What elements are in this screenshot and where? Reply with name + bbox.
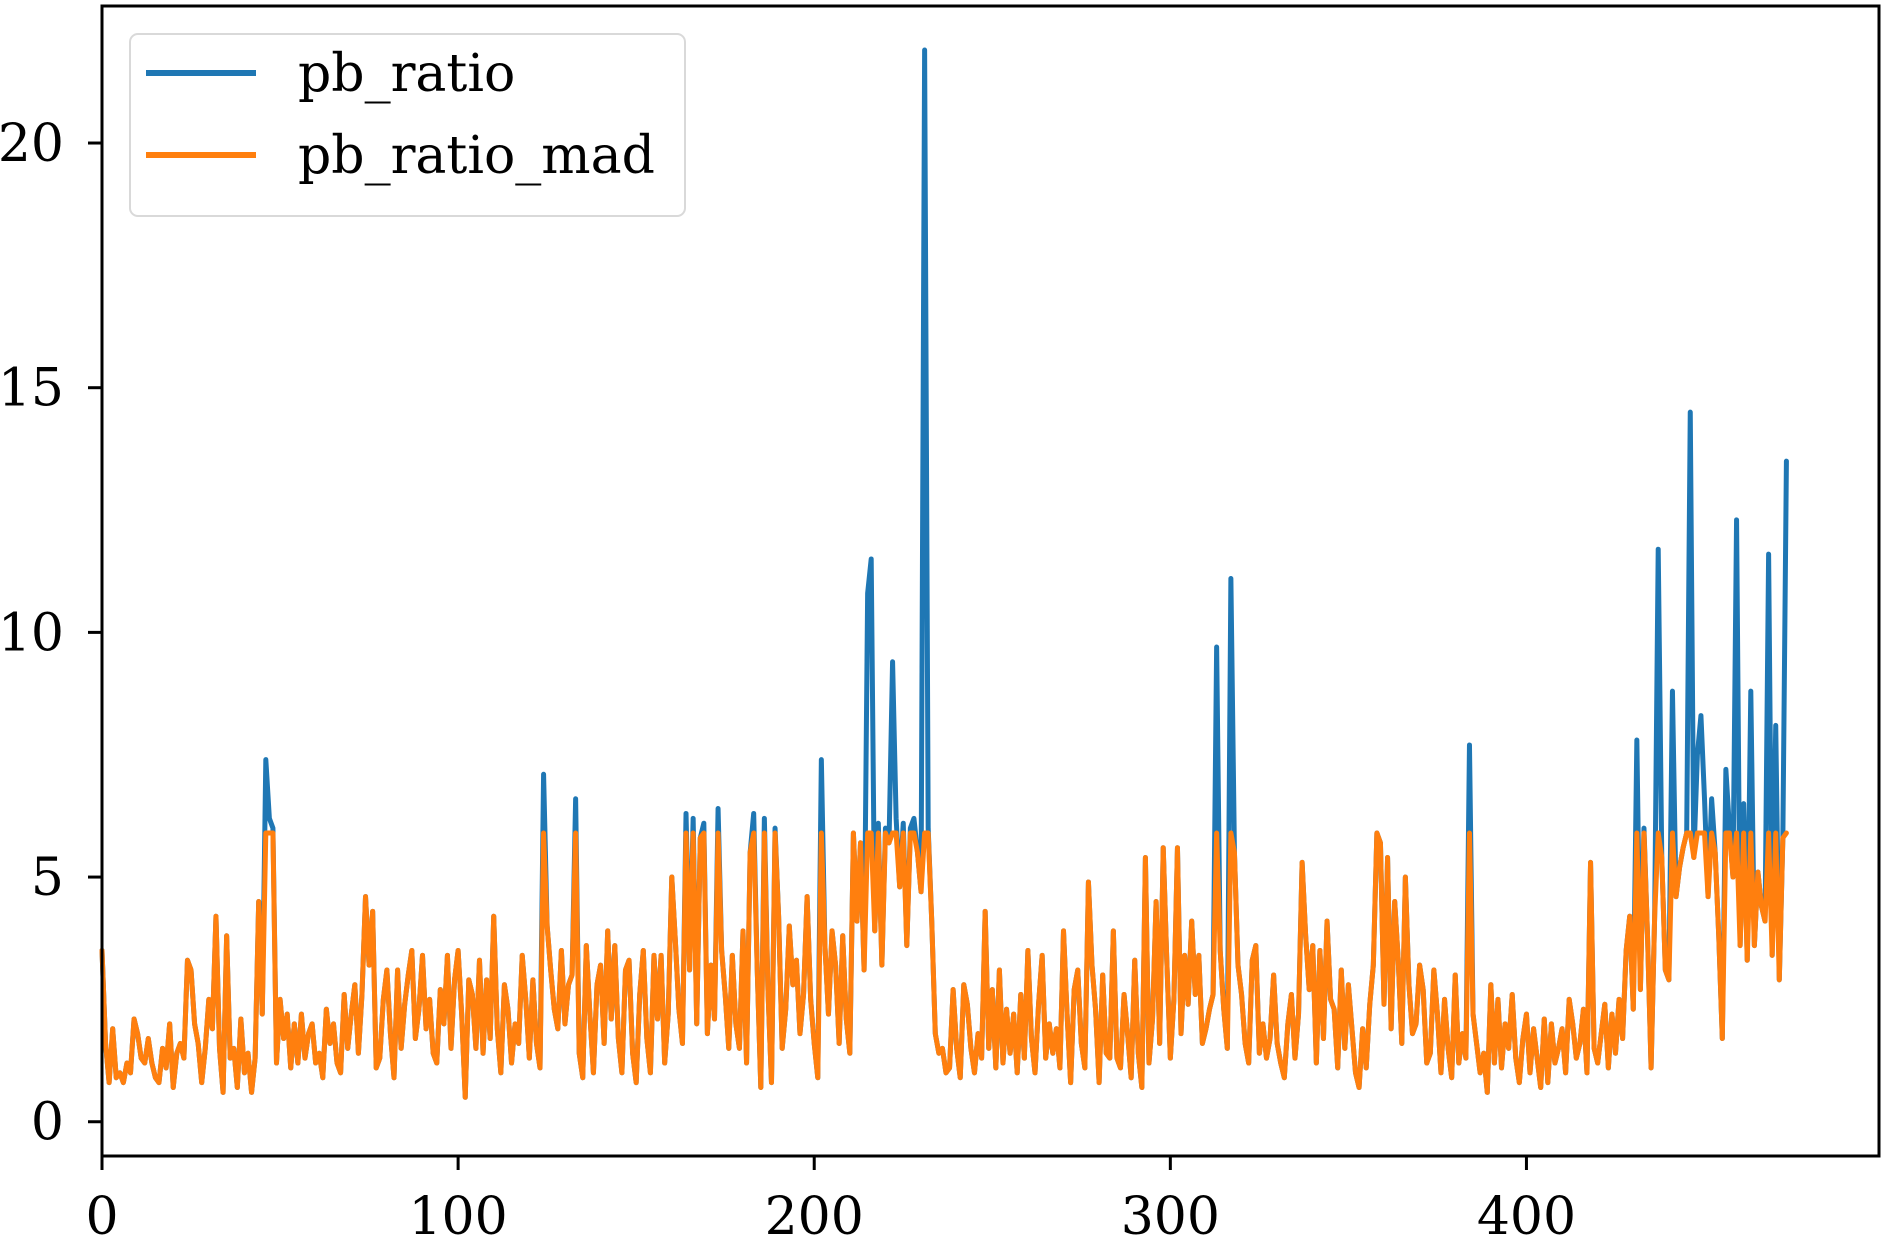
y-tick-label: 20 — [0, 114, 64, 174]
x-tick-label: 200 — [765, 1187, 864, 1241]
y-tick-label: 5 — [31, 848, 64, 908]
x-tick-label: 100 — [408, 1187, 507, 1241]
legend: pb_ratio pb_ratio_mad — [129, 33, 686, 217]
x-tick-label: 300 — [1121, 1187, 1220, 1241]
x-tick-label: 400 — [1477, 1187, 1576, 1241]
y-tick-label: 0 — [31, 1093, 64, 1153]
legend-box — [129, 33, 686, 217]
axes-layer: 0 100 200 300 400 0 5 10 15 20 — [0, 114, 1576, 1241]
x-tick-label: 0 — [85, 1187, 118, 1241]
plot-frame — [100, 4, 1881, 1158]
y-tick-label: 15 — [0, 359, 64, 419]
legend-label-pb-ratio: pb_ratio — [298, 44, 515, 104]
y-tick-label: 10 — [0, 603, 64, 663]
legend-label-pb-ratio-mad: pb_ratio_mad — [298, 126, 655, 186]
series-layer — [99, 47, 1789, 1100]
series-line-pb-ratio-mad — [99, 830, 1789, 1100]
